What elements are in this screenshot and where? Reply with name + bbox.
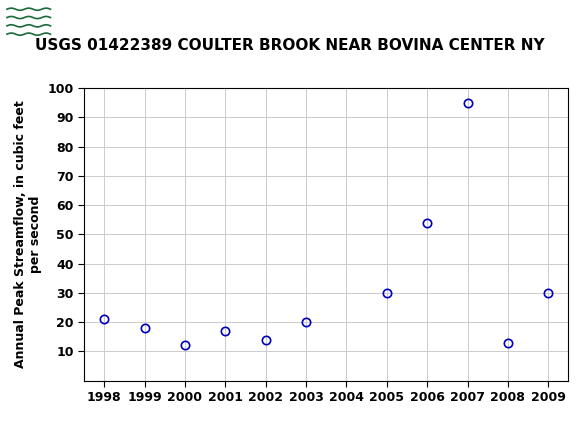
Text: USGS: USGS [59, 12, 123, 31]
Text: USGS 01422389 COULTER BROOK NEAR BOVINA CENTER NY: USGS 01422389 COULTER BROOK NEAR BOVINA … [35, 38, 545, 52]
Y-axis label: Annual Peak Streamflow, in cubic feet
per second: Annual Peak Streamflow, in cubic feet pe… [14, 101, 42, 368]
Bar [7, 3, 50, 40]
